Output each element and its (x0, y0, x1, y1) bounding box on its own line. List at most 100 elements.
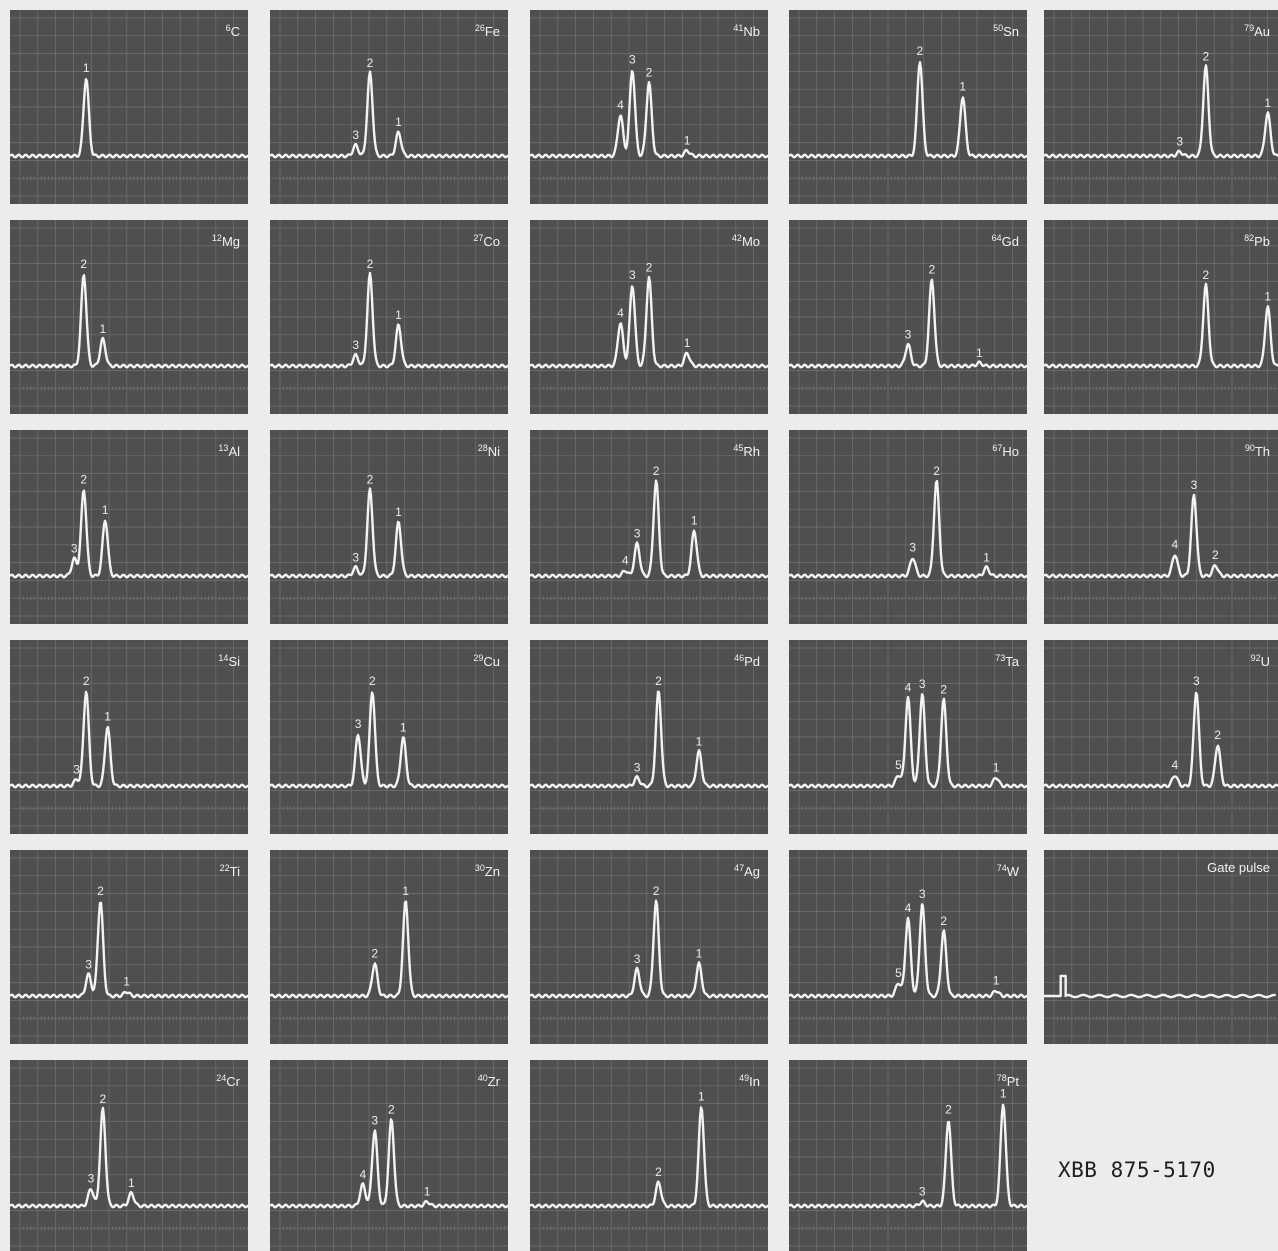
peak-label: 1 (691, 514, 698, 528)
peak-label: 1 (976, 346, 983, 360)
peak-label: 1 (983, 550, 990, 564)
peak-label: 2 (367, 257, 374, 271)
peak-label: 2 (83, 674, 90, 688)
element-title: 12Mg (212, 231, 240, 249)
peak-label: 3 (634, 760, 641, 774)
atomic-number: 73 (995, 653, 1006, 663)
spectrum-trace (270, 900, 508, 999)
scope-trace-plot: 3 2 1 (10, 850, 248, 1044)
element-symbol: In (749, 1074, 760, 1089)
atomic-number: 30 (474, 863, 485, 873)
peak-label: 3 (1176, 135, 1183, 149)
element-title: 42Mo (732, 231, 760, 249)
spectrum-trace (270, 691, 508, 789)
atomic-number: 12 (211, 233, 222, 243)
scope-panel-th: 4 3 2 90Th (1044, 430, 1278, 624)
peak-label: 1 (99, 322, 106, 336)
spectrum-trace (1044, 493, 1278, 579)
element-title: 41Nb (733, 21, 760, 39)
element-symbol: Ta (1005, 654, 1019, 669)
catalog-number: XBB 875-5170 (1058, 1158, 1216, 1182)
peak-label: 2 (80, 473, 87, 487)
element-title: 27Co (473, 231, 500, 249)
scope-panel-ho: 3 2 1 67Ho (789, 430, 1027, 624)
scope-trace-plot: 21 (789, 10, 1027, 204)
peak-label: 4 (905, 901, 912, 915)
element-symbol: Co (483, 234, 500, 249)
peak-label: 1 (1264, 290, 1271, 304)
scope-trace-plot: 3 2 1 (789, 430, 1027, 624)
atomic-number: 6 (225, 23, 231, 33)
scope-trace-plot: 21 (10, 220, 248, 414)
element-symbol: Ni (487, 444, 500, 459)
peak-label: 3 (88, 1172, 95, 1186)
scope-trace-plot: 21 (270, 850, 508, 1044)
peak-label: 3 (85, 957, 92, 971)
atomic-number: 27 (473, 233, 484, 243)
peak-label: 3 (352, 550, 359, 564)
element-symbol: Gd (1001, 234, 1019, 249)
peak-label: 1 (83, 61, 90, 75)
scope-panel-ag: 3 2 1 47Ag (530, 850, 768, 1044)
scope-trace-plot: 5 432 1 (789, 850, 1027, 1044)
peak-label: 3 (629, 268, 636, 282)
element-symbol: U (1260, 654, 1270, 669)
scope-panel-ti: 3 2 1 22Ti (10, 850, 248, 1044)
atomic-number: 22 (219, 863, 230, 873)
scope-trace-plot: 3 2 1 (530, 850, 768, 1044)
atomic-number: 26 (474, 23, 485, 33)
element-symbol: Zr (487, 1074, 500, 1089)
peak-label: 1 (395, 115, 402, 129)
element-symbol: Mo (741, 234, 760, 249)
element-symbol: Zn (484, 864, 500, 879)
spectrum-trace (530, 70, 768, 159)
spectrum-trace (270, 1118, 508, 1209)
atomic-number: 92 (1250, 653, 1261, 663)
element-symbol: Sn (1003, 24, 1019, 39)
element-title: 46Pd (734, 651, 760, 669)
peak-label: 1 (104, 710, 111, 724)
peak-label: 2 (367, 56, 374, 70)
element-symbol: Pt (1006, 1074, 1019, 1089)
scope-panel-rh: 4 3 2 1 45Rh (530, 430, 768, 624)
peak-label: 1 (684, 336, 691, 350)
atomic-number: 45 (733, 443, 744, 453)
scope-trace-plot: 3 2 1 (10, 1060, 248, 1251)
peak-label: 1 (696, 734, 703, 748)
scope-panel-mo: 4 3 2 1 42Mo (530, 220, 768, 414)
atomic-number: 46 (734, 653, 745, 663)
peak-label: 1 (128, 1176, 135, 1190)
element-symbol: W (1006, 864, 1019, 879)
element-title: 73Ta (995, 651, 1019, 669)
peak-label: 2 (653, 884, 660, 898)
element-symbol: Al (228, 444, 240, 459)
peak-label: 3 (905, 327, 912, 341)
peak-label: 3 (371, 1113, 378, 1127)
scope-panel-mg: 2 1 12Mg (10, 220, 248, 414)
spectrum-trace (1044, 282, 1278, 369)
scope-trace-plot: 3 2 1 (270, 640, 508, 834)
spectrum-trace (270, 271, 508, 369)
peak-label: 3 (73, 763, 80, 777)
peak-label: 1 (1264, 96, 1271, 110)
scope-panel-c: 1 6C (10, 10, 248, 204)
atomic-number: 28 (477, 443, 488, 453)
element-title: 26Fe (475, 21, 500, 39)
peak-label: 2 (940, 683, 947, 697)
peak-label: 4 (622, 554, 629, 568)
peak-label: 2 (940, 914, 947, 928)
element-symbol: Ho (1002, 444, 1019, 459)
peak-label: 4 (1172, 758, 1179, 772)
peak-label: 3 (919, 1185, 926, 1199)
spectrum-trace (530, 1106, 768, 1209)
element-symbol: Ti (229, 864, 240, 879)
peak-label: 3 (919, 677, 926, 691)
scope-panel-ta: 5 4 3 2 1 73Ta (789, 640, 1027, 834)
scope-panel-nb: 4 3 2 1 41Nb (530, 10, 768, 204)
peak-label: 2 (653, 464, 660, 478)
element-title: 50Sn (993, 21, 1019, 39)
scope-trace-plot: 3 2 1 (789, 1060, 1027, 1251)
peak-label: 1 (400, 720, 407, 734)
